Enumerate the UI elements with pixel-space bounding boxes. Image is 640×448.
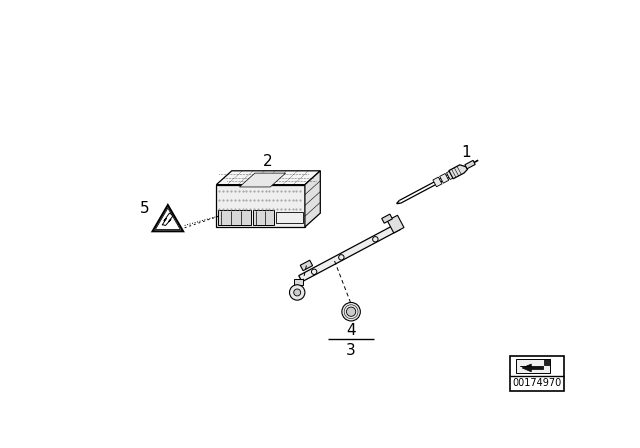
Polygon shape [449, 165, 467, 179]
Polygon shape [218, 210, 251, 225]
Polygon shape [253, 210, 274, 225]
Polygon shape [300, 260, 312, 271]
Polygon shape [440, 173, 449, 183]
Circle shape [294, 289, 301, 296]
Text: 3: 3 [346, 343, 356, 358]
Polygon shape [299, 223, 401, 282]
Polygon shape [520, 364, 543, 372]
Circle shape [346, 307, 356, 316]
Text: 4: 4 [346, 323, 356, 338]
Polygon shape [216, 185, 305, 227]
Polygon shape [516, 359, 550, 373]
Circle shape [289, 285, 305, 300]
Text: 00174970: 00174970 [512, 378, 561, 388]
Polygon shape [433, 177, 442, 187]
Polygon shape [387, 215, 404, 233]
Polygon shape [447, 170, 456, 180]
Polygon shape [465, 160, 476, 169]
Text: 2: 2 [263, 154, 273, 169]
Circle shape [342, 302, 360, 321]
Text: 5: 5 [140, 202, 150, 216]
Text: 1: 1 [462, 145, 472, 160]
Polygon shape [294, 279, 303, 285]
Polygon shape [239, 173, 285, 187]
Polygon shape [216, 171, 320, 185]
Polygon shape [543, 359, 550, 365]
Polygon shape [381, 214, 392, 223]
Polygon shape [305, 171, 320, 227]
